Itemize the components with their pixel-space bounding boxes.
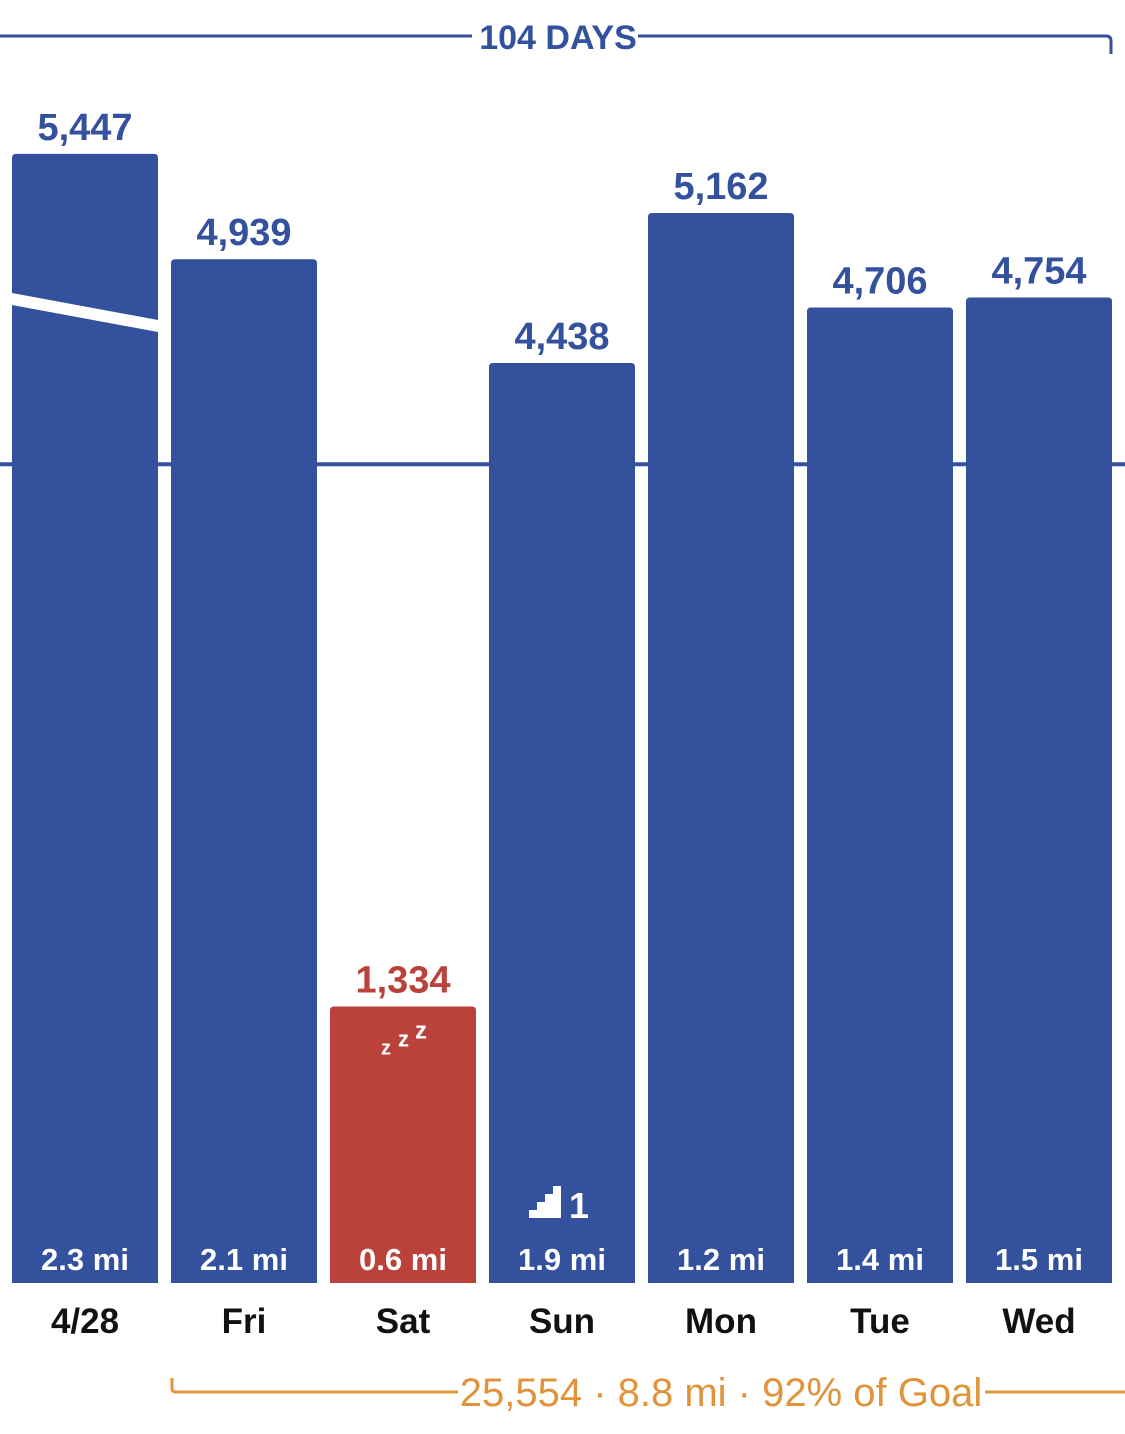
day-label: Sun: [529, 1302, 595, 1341]
day-label: Tue: [850, 1302, 910, 1341]
bar-value-label: 4,706: [832, 261, 927, 303]
stairs-icon: [529, 1186, 561, 1218]
summary-bracket: [170, 1378, 1125, 1394]
bar-distance-label: 0.6 mi: [359, 1242, 447, 1277]
streak-label: 104 DAYS: [479, 19, 637, 57]
day-label: Fri: [222, 1302, 267, 1341]
bar-mon: [648, 212, 794, 1283]
svg-text:z: z: [415, 1017, 427, 1044]
weekly-summary-label: 25,554 · 8.8 mi · 92% of Goal: [460, 1371, 983, 1415]
bar-distance-label: 2.1 mi: [200, 1242, 288, 1277]
bar-sun: [489, 363, 635, 1283]
bar-break-mark: [12, 293, 158, 332]
day-label: Sat: [376, 1302, 431, 1341]
svg-text:z: z: [381, 1037, 391, 1059]
svg-text:z: z: [398, 1026, 409, 1051]
bar-value-label: 5,162: [673, 166, 768, 208]
bar-value-label: 4,754: [991, 251, 1086, 293]
bar-4-28: [12, 153, 158, 1284]
stairs-count: 1: [569, 1185, 589, 1226]
day-label: Mon: [685, 1302, 757, 1341]
streak-bracket: [0, 34, 1113, 54]
bar-distance-label: 1.9 mi: [518, 1242, 606, 1277]
bar-value-label: 1,334: [355, 959, 450, 1001]
bar-distance-label: 2.3 mi: [41, 1242, 129, 1277]
bar-distance-label: 1.5 mi: [995, 1242, 1083, 1277]
bar-distance-label: 1.4 mi: [836, 1242, 924, 1277]
bar-wed: [966, 297, 1112, 1283]
day-label: Wed: [1002, 1302, 1075, 1341]
bar-value-label: 5,447: [37, 107, 132, 149]
bar-value-label: 4,939: [196, 212, 291, 254]
bar-sat: [330, 1006, 476, 1283]
bar-fri: [171, 259, 317, 1284]
day-label: 4/28: [51, 1302, 119, 1341]
bar-distance-label: 1.2 mi: [677, 1242, 765, 1277]
bar-value-label: 4,438: [514, 316, 609, 358]
bar-tue: [807, 307, 953, 1283]
